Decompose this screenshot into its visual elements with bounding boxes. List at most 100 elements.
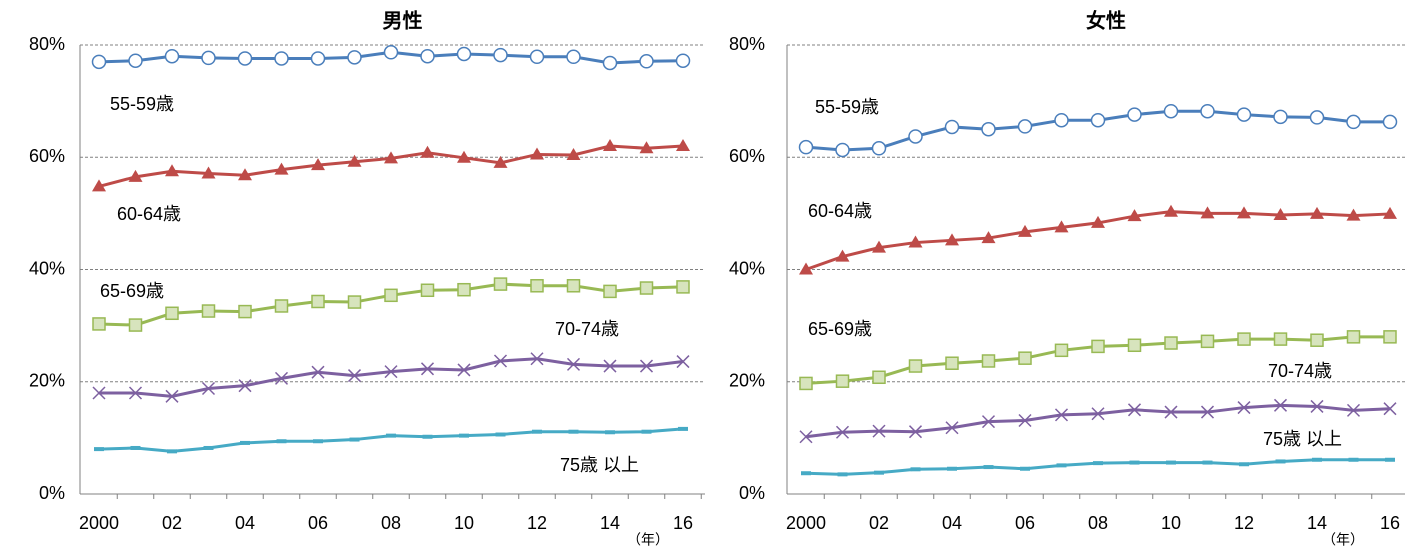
marker: [1056, 463, 1067, 468]
marker: [603, 359, 617, 373]
marker: [1127, 209, 1142, 222]
marker: [1127, 403, 1142, 417]
marker: [384, 365, 398, 379]
marker: [310, 51, 326, 66]
marker: [530, 352, 544, 366]
marker: [493, 277, 508, 291]
marker: [92, 317, 106, 331]
x-tick-label: 08: [381, 513, 401, 533]
marker: [1273, 398, 1288, 412]
marker: [1091, 215, 1105, 228]
marker: [495, 432, 506, 437]
marker: [1273, 332, 1288, 346]
marker: [1200, 405, 1215, 419]
marker: [493, 354, 508, 368]
marker: [311, 158, 325, 171]
marker: [874, 470, 884, 475]
marker: [1310, 333, 1324, 347]
marker: [94, 447, 104, 452]
marker: [313, 439, 323, 444]
marker: [1200, 334, 1215, 349]
marker: [311, 365, 325, 379]
marker: [201, 304, 216, 318]
marker: [676, 355, 690, 369]
marker: [798, 139, 814, 155]
marker: [871, 141, 887, 156]
x-tick-label: 12: [1234, 513, 1254, 533]
marker: [1018, 351, 1032, 365]
marker: [1348, 457, 1359, 462]
marker: [678, 426, 688, 431]
y-tick-label: 60%: [729, 146, 765, 166]
marker: [420, 145, 435, 158]
marker: [1239, 462, 1249, 467]
marker: [1273, 208, 1288, 221]
x-tick-label: 02: [162, 513, 182, 533]
marker: [1383, 206, 1397, 219]
x-tick-label: 04: [942, 513, 962, 533]
marker: [386, 433, 396, 438]
marker: [872, 370, 886, 385]
marker: [1127, 338, 1142, 353]
marker: [566, 279, 581, 293]
marker: [944, 119, 960, 135]
marker: [238, 379, 252, 393]
marker: [1054, 408, 1069, 422]
marker: [1202, 460, 1213, 465]
marker: [1346, 114, 1361, 130]
marker: [872, 240, 886, 253]
marker: [459, 433, 469, 438]
marker: [835, 142, 850, 158]
marker: [639, 54, 654, 69]
marker: [456, 46, 472, 62]
marker: [530, 279, 544, 293]
marker: [1054, 343, 1069, 358]
x-axis-label: （年）: [1322, 532, 1364, 548]
marker: [92, 386, 106, 400]
marker: [641, 429, 652, 434]
marker: [1090, 112, 1106, 128]
marker: [835, 425, 850, 439]
marker: [238, 304, 252, 319]
marker: [529, 49, 545, 65]
marker: [603, 139, 617, 152]
marker: [799, 262, 813, 275]
marker: [1200, 103, 1215, 119]
marker: [128, 386, 143, 400]
marker: [276, 439, 287, 444]
series-label: 70-74歳: [1268, 361, 1332, 381]
marker: [639, 281, 654, 295]
marker: [603, 284, 617, 299]
marker: [457, 363, 471, 377]
marker: [1312, 457, 1322, 462]
marker: [130, 445, 141, 450]
marker: [1346, 330, 1361, 344]
marker: [566, 148, 581, 161]
x-tick-label: 14: [1307, 513, 1327, 533]
marker: [837, 472, 848, 477]
marker: [203, 445, 214, 450]
marker: [981, 231, 996, 244]
x-tick-label: 16: [1380, 513, 1400, 533]
marker: [910, 467, 921, 472]
marker: [164, 48, 180, 64]
x-tick-label: 02: [869, 513, 889, 533]
marker: [566, 49, 581, 65]
marker: [1346, 403, 1361, 417]
marker: [1237, 332, 1251, 346]
marker: [981, 121, 996, 137]
series-label: 60-64歳: [117, 204, 181, 224]
marker: [165, 164, 179, 177]
marker: [1164, 336, 1178, 350]
marker: [128, 53, 143, 68]
marker: [384, 151, 398, 164]
marker: [1054, 112, 1069, 128]
marker: [347, 154, 362, 167]
marker: [945, 233, 959, 246]
marker: [384, 288, 398, 303]
marker: [165, 306, 179, 321]
chart-title: 男性: [383, 9, 423, 32]
marker: [605, 430, 615, 435]
marker: [201, 381, 216, 396]
x-tick-label: 14: [600, 513, 620, 533]
